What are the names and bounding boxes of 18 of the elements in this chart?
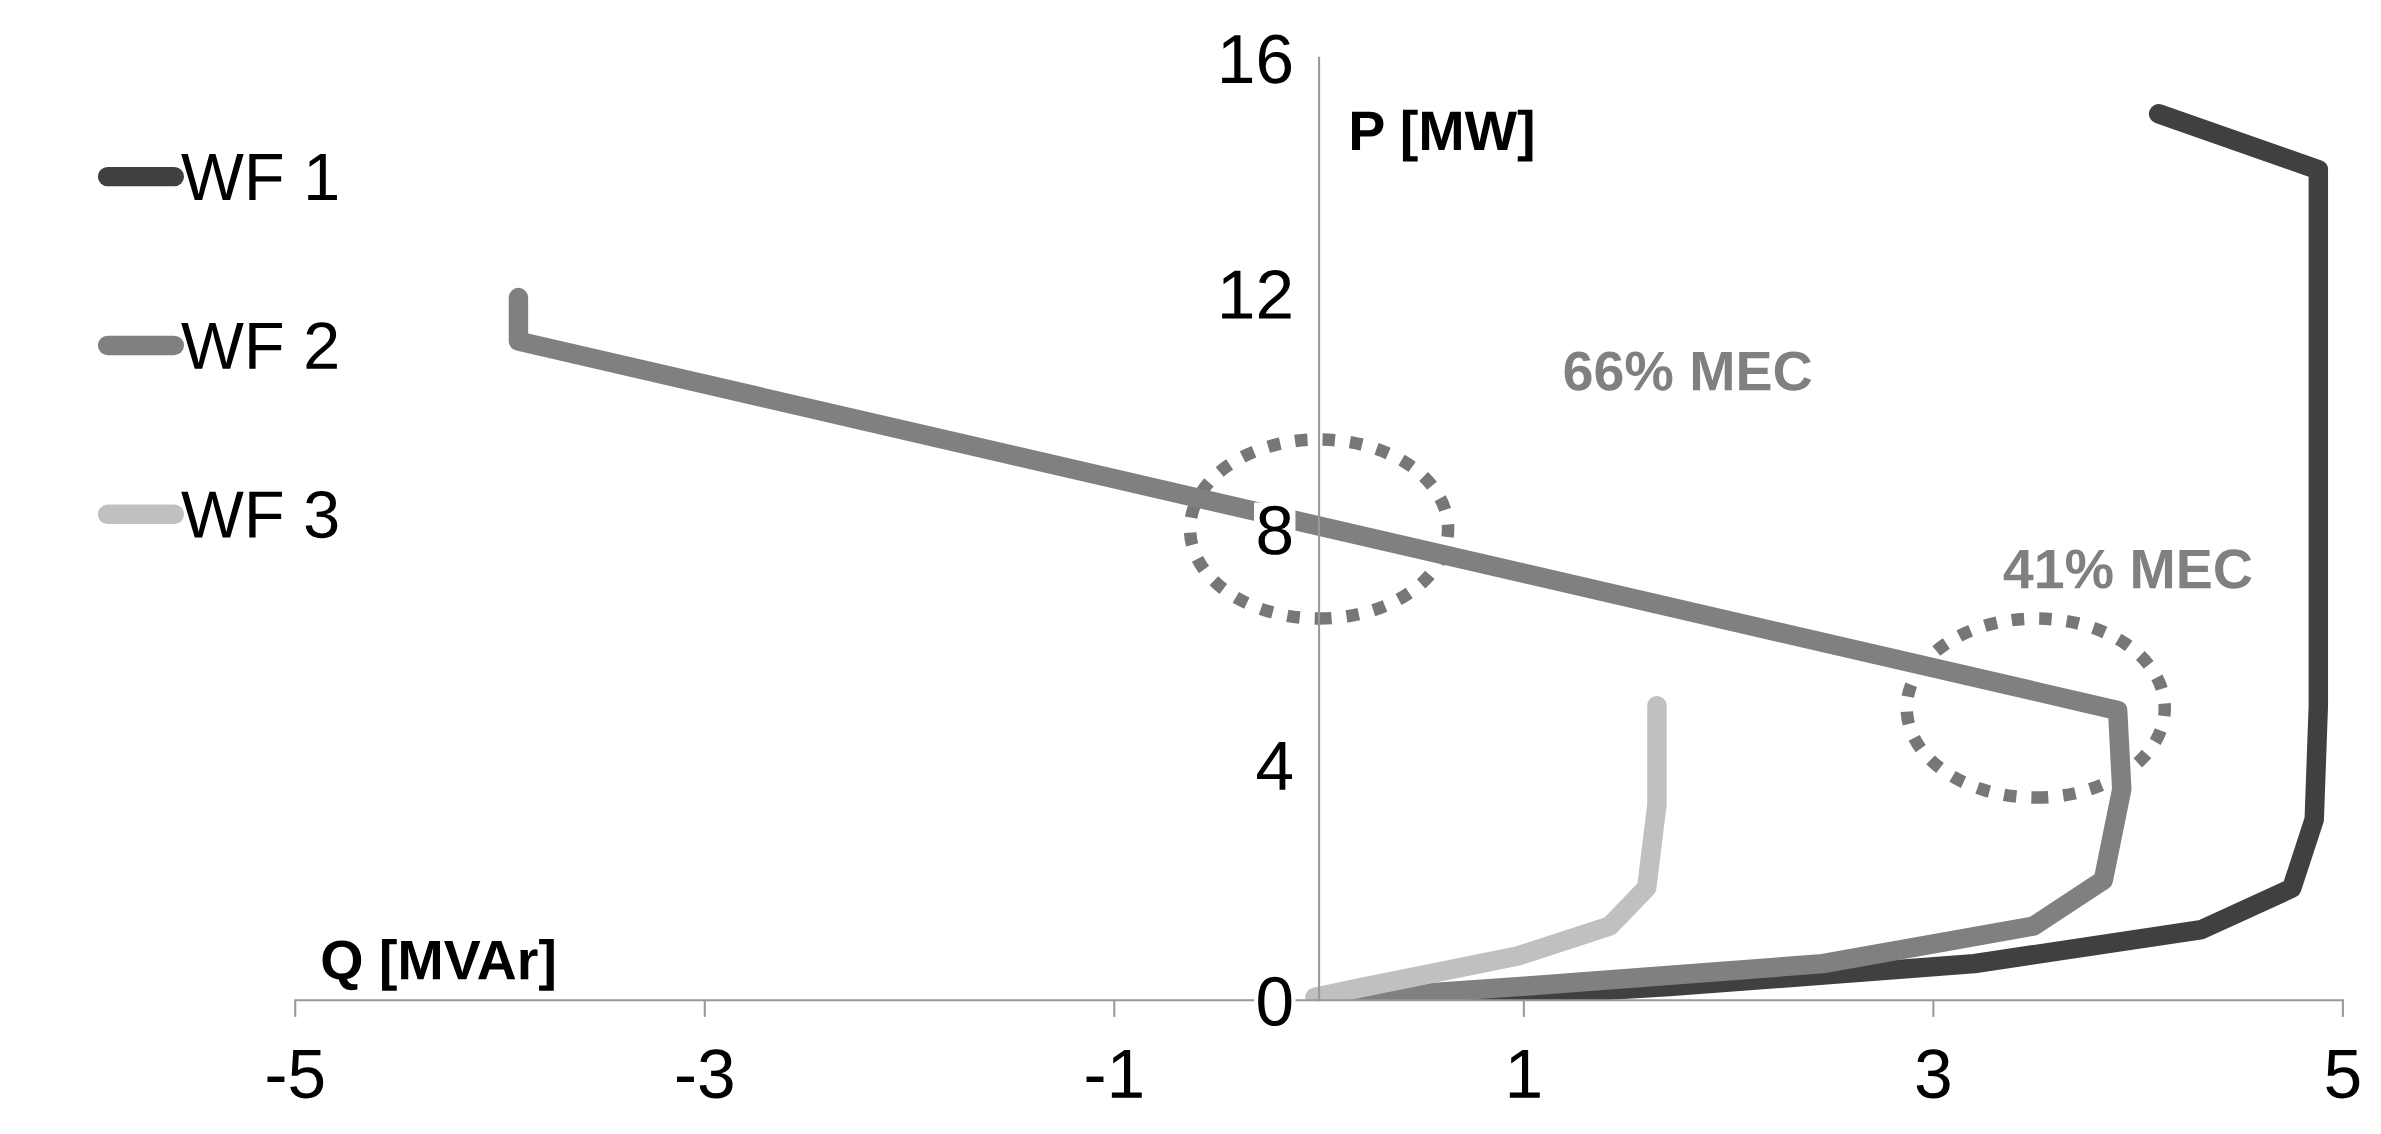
x-tick-label: -5 bbox=[267, 1049, 324, 1099]
annotation: 41% MEC bbox=[2003, 549, 2252, 589]
x-axis-title: Q [MVAr] bbox=[322, 938, 554, 991]
x-tick-label: 1 bbox=[1509, 1049, 1540, 1098]
legend-label: WF 2 bbox=[181, 322, 337, 369]
y-tick-label: 0 bbox=[1258, 976, 1292, 1027]
y-tick-label: 16 bbox=[1222, 34, 1292, 84]
legend-label: WF 1 bbox=[181, 154, 337, 200]
x-tick-label: -1 bbox=[1086, 1049, 1142, 1098]
annotation: 66% MEC bbox=[1564, 351, 1812, 391]
y-axis-title: P [MW] bbox=[1352, 109, 1533, 162]
y-tick-label: 4 bbox=[1257, 741, 1293, 790]
x-tick-label: 5 bbox=[2326, 1049, 2360, 1099]
legend-label: WF 3 bbox=[181, 491, 338, 539]
x-tick-label: -3 bbox=[676, 1049, 733, 1099]
y-tick-label: 8 bbox=[1258, 505, 1292, 555]
y-tick-label: 12 bbox=[1222, 270, 1291, 319]
x-tick-label: 3 bbox=[1916, 1049, 1950, 1099]
